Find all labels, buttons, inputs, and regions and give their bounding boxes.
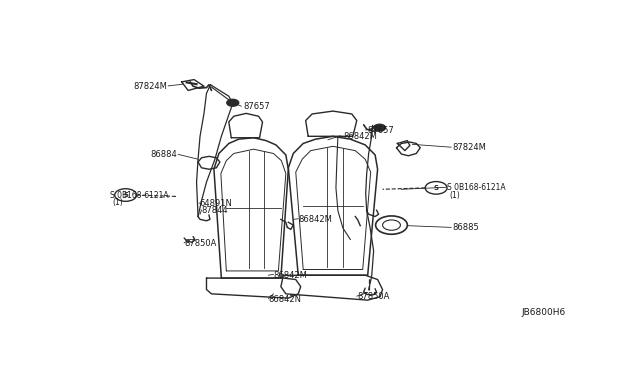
Text: 87824M: 87824M bbox=[133, 82, 167, 91]
Circle shape bbox=[227, 99, 239, 106]
Text: 86842M: 86842M bbox=[343, 132, 377, 141]
Text: 87657: 87657 bbox=[244, 102, 271, 111]
Text: 87844: 87844 bbox=[202, 206, 228, 215]
Text: 87850A: 87850A bbox=[358, 292, 390, 301]
Text: 64891N: 64891N bbox=[199, 199, 232, 208]
Text: 87850A: 87850A bbox=[184, 239, 216, 248]
Text: (1): (1) bbox=[449, 190, 460, 199]
Text: S 0B168-6121A: S 0B168-6121A bbox=[110, 190, 168, 199]
Text: 87657: 87657 bbox=[367, 126, 394, 135]
Text: 86885: 86885 bbox=[452, 224, 479, 232]
Text: 86842N: 86842N bbox=[269, 295, 301, 304]
Text: JB6800H6: JB6800H6 bbox=[522, 308, 566, 317]
Text: S: S bbox=[434, 185, 438, 191]
Circle shape bbox=[374, 124, 385, 131]
Text: 87824M: 87824M bbox=[452, 143, 486, 152]
Text: 86884: 86884 bbox=[150, 150, 177, 160]
Text: (1): (1) bbox=[112, 198, 123, 207]
Text: 86842M: 86842M bbox=[298, 215, 332, 224]
Text: S: S bbox=[123, 192, 128, 198]
Text: S 0B168-6121A: S 0B168-6121A bbox=[447, 183, 506, 192]
Text: 86842M: 86842M bbox=[273, 271, 307, 280]
